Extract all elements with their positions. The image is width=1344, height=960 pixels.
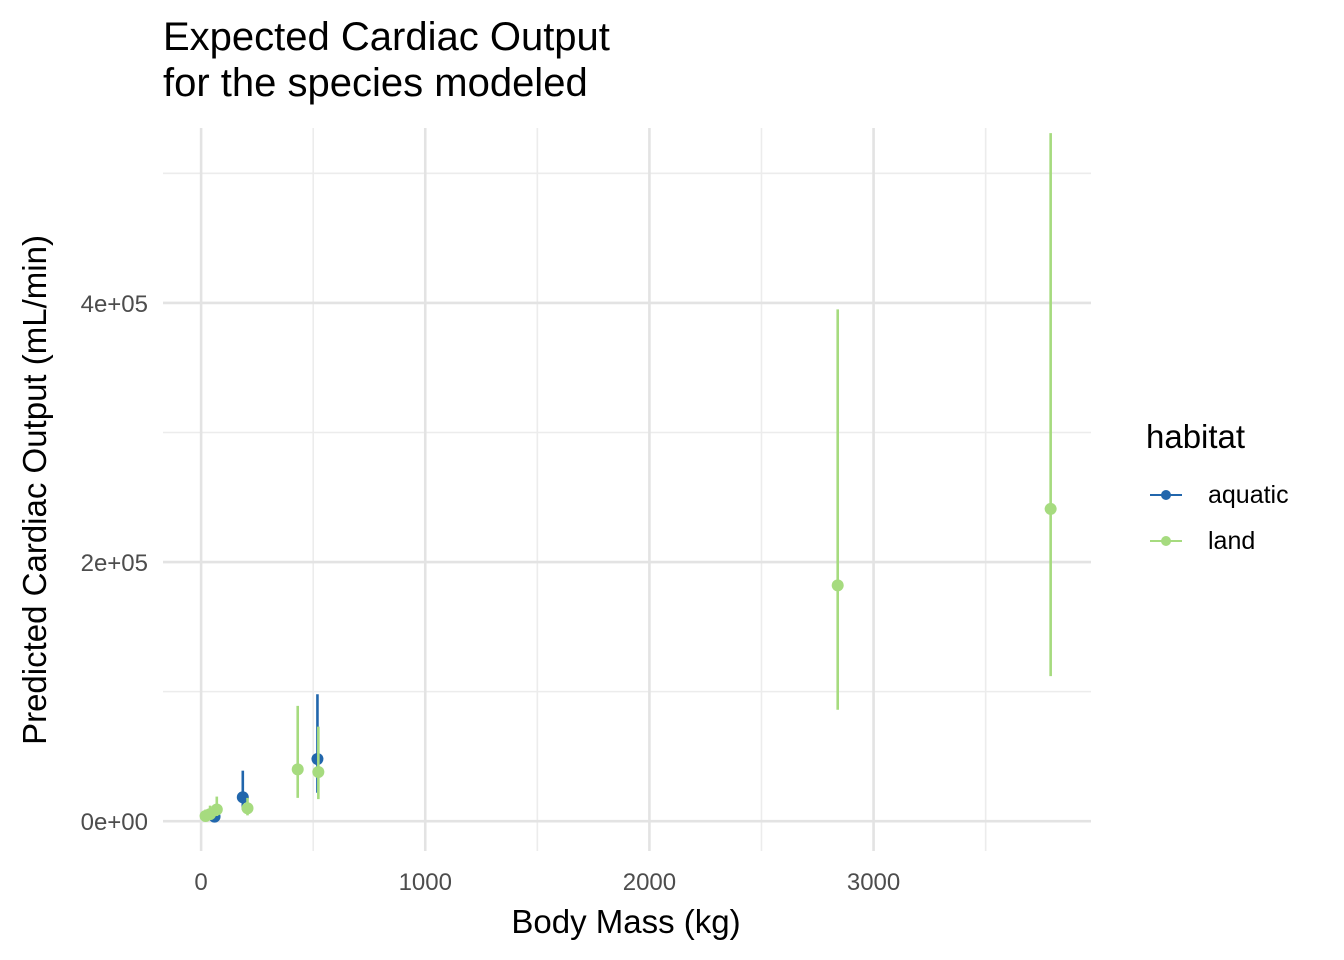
tick-label-layer: 0 1000 2000 3000 0e+00 2e+05 4e+05: [81, 291, 901, 896]
legend-title: habitat: [1146, 418, 1246, 455]
series-layer: [199, 133, 1057, 823]
data-point: [312, 765, 325, 778]
chart-title: Expected Cardiac Output for the species …: [163, 14, 610, 106]
x-tick-label: 0: [194, 869, 207, 896]
x-tick-label: 2000: [623, 869, 676, 896]
y-axis-title: Predicted Cardiac Output (mL/min): [16, 235, 53, 745]
grid-layer: [163, 128, 1091, 851]
x-tick-label: 1000: [399, 869, 452, 896]
x-axis-title: Body Mass (kg): [511, 903, 740, 940]
data-point: [291, 763, 304, 776]
data-point: [831, 579, 844, 592]
series-aquatic: [208, 694, 324, 823]
x-tick-label: 3000: [847, 869, 900, 896]
data-point: [210, 803, 223, 816]
chart-title-line-2: for the species modeled: [163, 61, 588, 105]
legend-item-land: land: [1146, 518, 1289, 564]
data-point: [236, 791, 249, 804]
series-land: [199, 133, 1057, 823]
legend-item-aquatic: aquatic: [1146, 472, 1289, 518]
legend-key-aquatic: [1146, 485, 1186, 505]
legend: habitat aquatic land: [1146, 418, 1289, 564]
legend-key-point: [1161, 536, 1171, 546]
legend-label-land: land: [1208, 526, 1256, 555]
legend-key-point: [1161, 490, 1171, 500]
data-point: [241, 802, 254, 815]
y-tick-label: 0e+00: [81, 809, 148, 836]
legend-key-land: [1146, 531, 1186, 551]
y-tick-label: 4e+05: [81, 291, 148, 318]
chart-title-line-1: Expected Cardiac Output: [163, 15, 610, 59]
y-tick-label: 2e+05: [81, 550, 148, 577]
legend-label-aquatic: aquatic: [1208, 480, 1289, 509]
data-point: [1044, 502, 1057, 515]
